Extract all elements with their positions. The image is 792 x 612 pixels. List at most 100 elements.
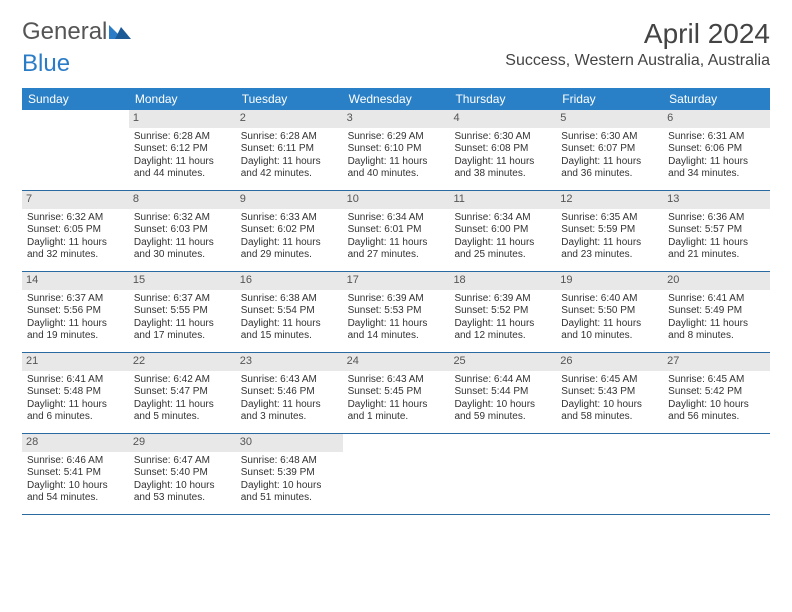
day1-text: Daylight: 11 hours (27, 399, 124, 412)
calendar-page: General April 2024 Success, Western Aust… (0, 0, 792, 525)
day1-text: Daylight: 10 hours (241, 480, 338, 493)
day1-text: Daylight: 11 hours (348, 399, 445, 412)
day1-text: Daylight: 11 hours (241, 156, 338, 169)
day-number: 29 (129, 434, 236, 452)
day-cell: 26Sunrise: 6:45 AMSunset: 5:43 PMDayligh… (556, 353, 663, 433)
dow-tuesday: Tuesday (236, 88, 343, 110)
day2-text: and 12 minutes. (454, 330, 551, 343)
week-row: 28Sunrise: 6:46 AMSunset: 5:41 PMDayligh… (22, 434, 770, 515)
day1-text: Daylight: 11 hours (134, 237, 231, 250)
sunrise-text: Sunrise: 6:32 AM (27, 212, 124, 225)
day-number: 21 (22, 353, 129, 371)
dow-monday: Monday (129, 88, 236, 110)
day-number: 17 (343, 272, 450, 290)
day1-text: Daylight: 11 hours (561, 156, 658, 169)
sunrise-text: Sunrise: 6:31 AM (668, 131, 765, 144)
dow-saturday: Saturday (663, 88, 770, 110)
sunset-text: Sunset: 5:45 PM (348, 386, 445, 399)
sunset-text: Sunset: 6:07 PM (561, 143, 658, 156)
day1-text: Daylight: 11 hours (27, 237, 124, 250)
day2-text: and 23 minutes. (561, 249, 658, 262)
day-number: 1 (129, 110, 236, 128)
sunset-text: Sunset: 6:01 PM (348, 224, 445, 237)
day-number: 11 (449, 191, 556, 209)
day-cell: 4Sunrise: 6:30 AMSunset: 6:08 PMDaylight… (449, 110, 556, 190)
sunset-text: Sunset: 5:49 PM (668, 305, 765, 318)
day1-text: Daylight: 10 hours (27, 480, 124, 493)
sunset-text: Sunset: 6:02 PM (241, 224, 338, 237)
day2-text: and 5 minutes. (134, 411, 231, 424)
day1-text: Daylight: 11 hours (561, 318, 658, 331)
day-cell: 23Sunrise: 6:43 AMSunset: 5:46 PMDayligh… (236, 353, 343, 433)
sunset-text: Sunset: 5:55 PM (134, 305, 231, 318)
day-number: 25 (449, 353, 556, 371)
weeks-container: 1Sunrise: 6:28 AMSunset: 6:12 PMDaylight… (22, 110, 770, 515)
day-cell: 17Sunrise: 6:39 AMSunset: 5:53 PMDayligh… (343, 272, 450, 352)
day-cell: 13Sunrise: 6:36 AMSunset: 5:57 PMDayligh… (663, 191, 770, 271)
day-cell (343, 434, 450, 514)
day-number: 12 (556, 191, 663, 209)
sunrise-text: Sunrise: 6:39 AM (348, 293, 445, 306)
sunset-text: Sunset: 6:10 PM (348, 143, 445, 156)
day-cell: 19Sunrise: 6:40 AMSunset: 5:50 PMDayligh… (556, 272, 663, 352)
day-number: 6 (663, 110, 770, 128)
title-block: April 2024 Success, Western Australia, A… (505, 18, 770, 70)
calendar-grid: Sunday Monday Tuesday Wednesday Thursday… (22, 88, 770, 515)
day1-text: Daylight: 11 hours (668, 318, 765, 331)
sunset-text: Sunset: 5:47 PM (134, 386, 231, 399)
day1-text: Daylight: 10 hours (454, 399, 551, 412)
day1-text: Daylight: 10 hours (134, 480, 231, 493)
day-cell: 8Sunrise: 6:32 AMSunset: 6:03 PMDaylight… (129, 191, 236, 271)
logo-text-blue: Blue (22, 50, 70, 77)
day-number: 16 (236, 272, 343, 290)
day1-text: Daylight: 11 hours (561, 237, 658, 250)
day-cell: 16Sunrise: 6:38 AMSunset: 5:54 PMDayligh… (236, 272, 343, 352)
day2-text: and 51 minutes. (241, 492, 338, 505)
day-of-week-header: Sunday Monday Tuesday Wednesday Thursday… (22, 88, 770, 110)
day2-text: and 38 minutes. (454, 168, 551, 181)
sunset-text: Sunset: 6:03 PM (134, 224, 231, 237)
sunrise-text: Sunrise: 6:39 AM (454, 293, 551, 306)
month-title: April 2024 (505, 18, 770, 50)
day-number: 23 (236, 353, 343, 371)
sunrise-text: Sunrise: 6:41 AM (668, 293, 765, 306)
sunrise-text: Sunrise: 6:40 AM (561, 293, 658, 306)
day-cell: 25Sunrise: 6:44 AMSunset: 5:44 PMDayligh… (449, 353, 556, 433)
day-number: 2 (236, 110, 343, 128)
sunset-text: Sunset: 5:39 PM (241, 467, 338, 480)
day-cell: 27Sunrise: 6:45 AMSunset: 5:42 PMDayligh… (663, 353, 770, 433)
day-cell: 10Sunrise: 6:34 AMSunset: 6:01 PMDayligh… (343, 191, 450, 271)
day-cell: 11Sunrise: 6:34 AMSunset: 6:00 PMDayligh… (449, 191, 556, 271)
location-text: Success, Western Australia, Australia (505, 52, 770, 70)
sunrise-text: Sunrise: 6:38 AM (241, 293, 338, 306)
sunset-text: Sunset: 6:00 PM (454, 224, 551, 237)
day-number: 7 (22, 191, 129, 209)
day-number: 10 (343, 191, 450, 209)
sunset-text: Sunset: 5:48 PM (27, 386, 124, 399)
day1-text: Daylight: 11 hours (348, 156, 445, 169)
sunset-text: Sunset: 6:08 PM (454, 143, 551, 156)
day-cell: 22Sunrise: 6:42 AMSunset: 5:47 PMDayligh… (129, 353, 236, 433)
day-number: 4 (449, 110, 556, 128)
day-cell (449, 434, 556, 514)
sunrise-text: Sunrise: 6:34 AM (348, 212, 445, 225)
day2-text: and 36 minutes. (561, 168, 658, 181)
sunset-text: Sunset: 5:53 PM (348, 305, 445, 318)
day-number: 27 (663, 353, 770, 371)
sunrise-text: Sunrise: 6:32 AM (134, 212, 231, 225)
sunrise-text: Sunrise: 6:29 AM (348, 131, 445, 144)
day1-text: Daylight: 10 hours (561, 399, 658, 412)
sunset-text: Sunset: 6:05 PM (27, 224, 124, 237)
day1-text: Daylight: 11 hours (27, 318, 124, 331)
sunrise-text: Sunrise: 6:33 AM (241, 212, 338, 225)
day-cell: 29Sunrise: 6:47 AMSunset: 5:40 PMDayligh… (129, 434, 236, 514)
sunrise-text: Sunrise: 6:30 AM (561, 131, 658, 144)
sunset-text: Sunset: 5:59 PM (561, 224, 658, 237)
week-row: 1Sunrise: 6:28 AMSunset: 6:12 PMDaylight… (22, 110, 770, 191)
sunrise-text: Sunrise: 6:42 AM (134, 374, 231, 387)
sunrise-text: Sunrise: 6:44 AM (454, 374, 551, 387)
day1-text: Daylight: 10 hours (668, 399, 765, 412)
day1-text: Daylight: 11 hours (668, 156, 765, 169)
sunrise-text: Sunrise: 6:45 AM (561, 374, 658, 387)
sunrise-text: Sunrise: 6:35 AM (561, 212, 658, 225)
